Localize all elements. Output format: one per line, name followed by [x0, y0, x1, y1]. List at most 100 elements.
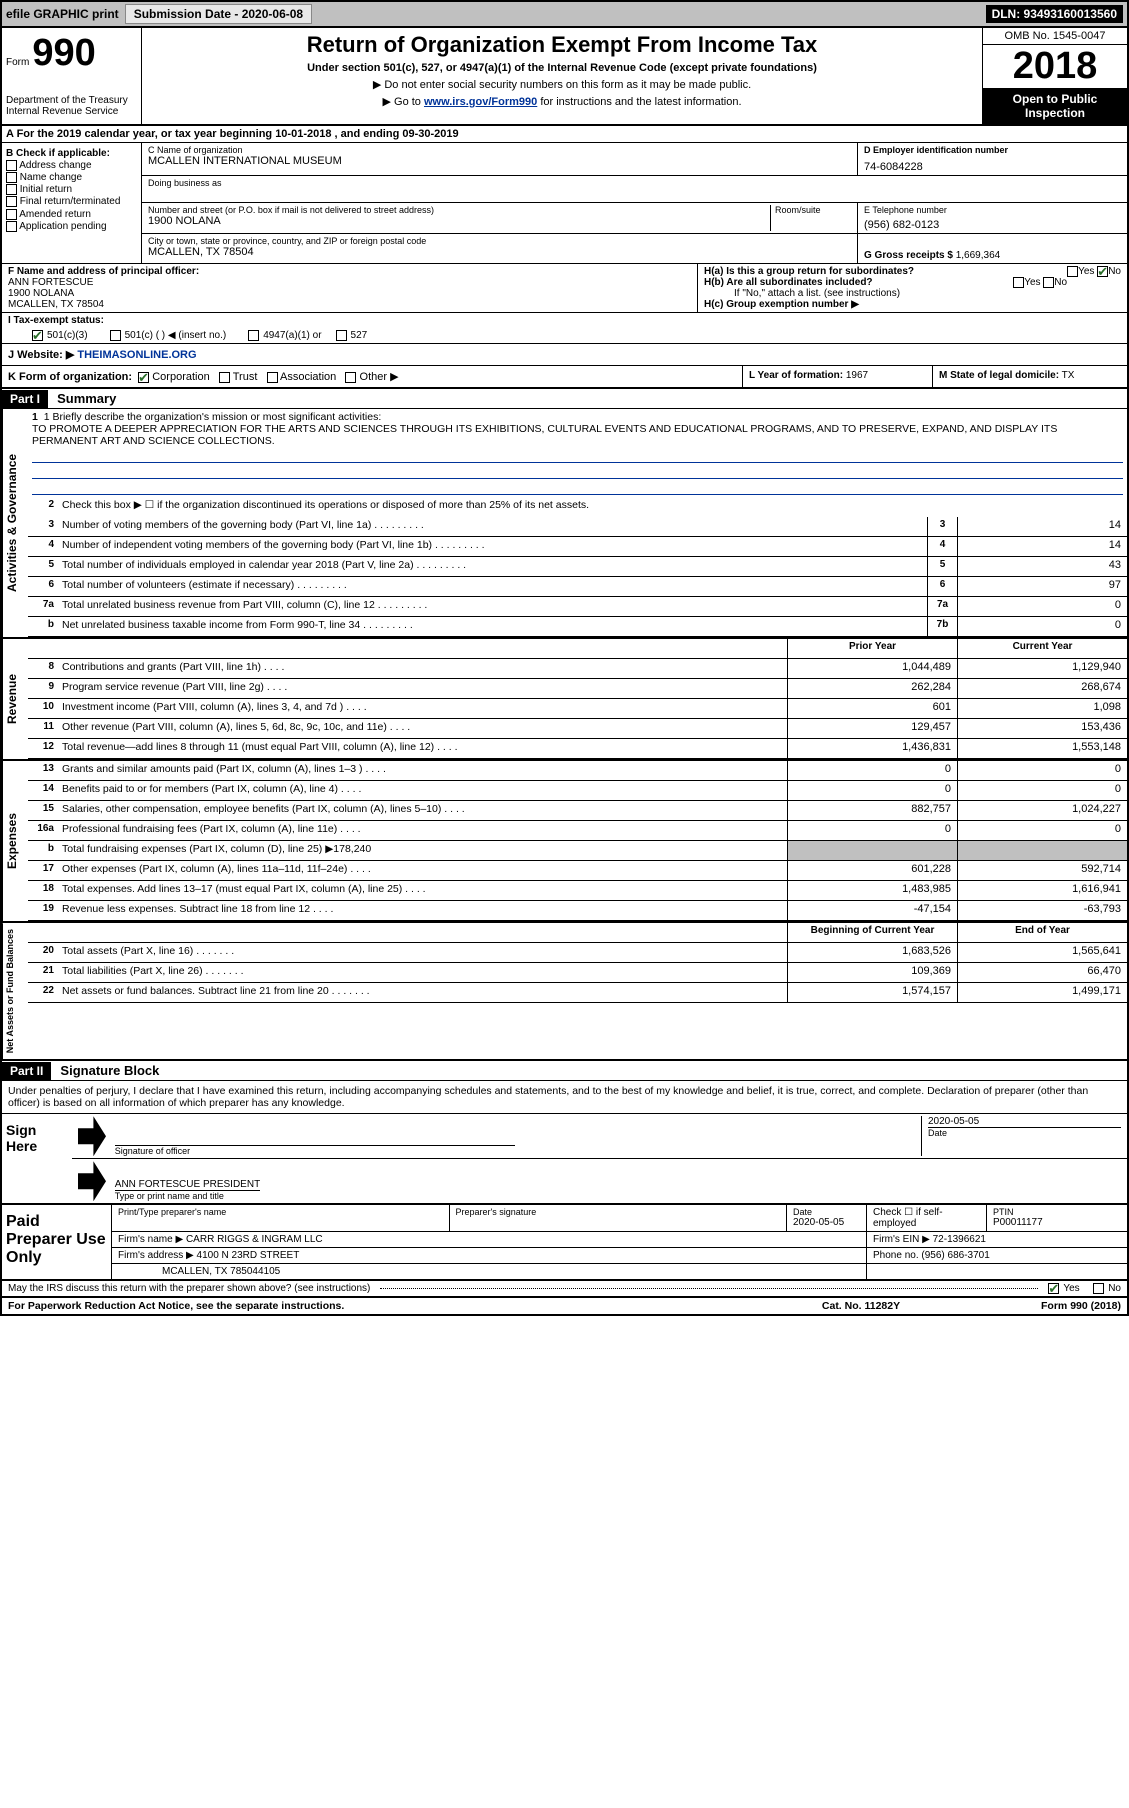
line2-desc: Check this box ▶ ☐ if the organization d… [58, 497, 1127, 517]
officer-addr: 1900 NOLANA [8, 288, 691, 299]
b-opt-3: Final return/terminated [6, 196, 137, 207]
ag-section: Activities & Governance 1 1 Briefly desc… [2, 409, 1127, 639]
exp-line: 19Revenue less expenses. Subtract line 1… [28, 901, 1127, 921]
prep-name-label: Print/Type preparer's name [118, 1207, 443, 1217]
irs-link[interactable]: www.irs.gov/Form990 [424, 96, 537, 108]
section-bcd: B Check if applicable: Address change Na… [2, 143, 1127, 264]
open-to-public: Open to Public Inspection [983, 88, 1127, 124]
row-a-tax-year: A For the 2019 calendar year, or tax yea… [2, 126, 1127, 143]
ag-line: 4Number of independent voting members of… [28, 537, 1127, 557]
ag-line: 6Total number of volunteers (estimate if… [28, 577, 1127, 597]
b-label: B Check if applicable: [6, 148, 137, 159]
hb-note: If "No," attach a list. (see instruction… [704, 288, 1121, 299]
exp-line: bTotal fundraising expenses (Part IX, co… [28, 841, 1127, 861]
note2-pre: ▶ Go to [383, 96, 424, 108]
section-f: F Name and address of principal officer:… [2, 264, 697, 312]
section-i: I Tax-exempt status: [2, 313, 1127, 328]
arrow-icon [78, 1161, 106, 1201]
prep-date: 2020-05-05 [793, 1217, 860, 1228]
mission-block: 1 1 Briefly describe the organization's … [28, 409, 1127, 497]
ptin-value: P00011177 [993, 1217, 1121, 1228]
officer-name-title: ANN FORTESCUE PRESIDENT [115, 1179, 260, 1190]
ein-label: D Employer identification number [864, 145, 1121, 155]
form-title-box: Return of Organization Exempt From Incom… [142, 28, 982, 124]
rev-line: 9Program service revenue (Part VIII, lin… [28, 679, 1127, 699]
expenses-section: Expenses 13Grants and similar amounts pa… [2, 761, 1127, 923]
dba-value [148, 188, 851, 200]
dept-label: Department of the Treasury Internal Reve… [6, 95, 137, 117]
section-k: K Form of organization: Corporation Trus… [2, 366, 742, 387]
ptin-label: PTIN [993, 1207, 1121, 1217]
officer-name: ANN FORTESCUE [8, 277, 691, 288]
exp-line: 16aProfessional fundraising fees (Part I… [28, 821, 1127, 841]
side-net: Net Assets or Fund Balances [2, 923, 28, 1059]
form-number: 990 [32, 32, 95, 74]
note2-post: for instructions and the latest informat… [537, 96, 741, 108]
org-name: MCALLEN INTERNATIONAL MUSEUM [148, 155, 851, 167]
firm-addr2: MCALLEN, TX 785044105 [112, 1264, 867, 1279]
part2-header-row: Part II Signature Block [2, 1061, 1127, 1081]
part2-title: Signature Block [54, 1061, 165, 1080]
firm-name: CARR RIGGS & INGRAM LLC [186, 1234, 323, 1245]
firm-addr1: 4100 N 23RD STREET [197, 1250, 300, 1261]
declaration-text: Under penalties of perjury, I declare th… [2, 1081, 1127, 1114]
page-footer: For Paperwork Reduction Act Notice, see … [2, 1298, 1127, 1314]
hb-line: H(b) Are all subordinates included? Yes … [704, 277, 1121, 288]
part1-header-row: Part I Summary [2, 389, 1127, 409]
form-subtitle: Under section 501(c), 527, or 4947(a)(1)… [150, 62, 974, 74]
pra-notice: For Paperwork Reduction Act Notice, see … [8, 1300, 761, 1312]
link-note: ▶ Go to www.irs.gov/Form990 for instruct… [150, 95, 974, 108]
sig-officer-label: Signature of officer [115, 1146, 515, 1156]
submission-date-btn[interactable]: Submission Date - 2020-06-08 [125, 4, 312, 24]
addr-value: 1900 NOLANA [148, 215, 766, 227]
firm-phone-label: Phone no. [873, 1250, 919, 1261]
net-section: Net Assets or Fund Balances Beginning of… [2, 923, 1127, 1061]
side-rev: Revenue [2, 639, 28, 759]
c-name-label: C Name of organization [148, 145, 851, 155]
firm-phone: (956) 686-3701 [921, 1250, 989, 1261]
paid-preparer-label: Paid Preparer Use Only [2, 1205, 112, 1279]
self-employed-check: Check ☐ if self-employed [867, 1205, 987, 1231]
tax-year: 2018 [983, 45, 1127, 88]
room-label: Room/suite [771, 205, 851, 231]
prep-sig-label: Preparer's signature [456, 1207, 781, 1217]
form-container: Form 990 Department of the Treasury Inte… [0, 28, 1129, 1316]
f-label: F Name and address of principal officer: [8, 266, 691, 277]
firm-addr-label: Firm's address ▶ [118, 1250, 194, 1261]
form-number-box: Form 990 Department of the Treasury Inte… [2, 28, 142, 124]
b-opt-0: Address change [6, 160, 137, 171]
current-year-hdr: Current Year [957, 639, 1127, 658]
sign-here-label: Sign Here [2, 1114, 72, 1203]
klm-row: K Form of organization: Corporation Trus… [2, 366, 1127, 389]
i-label: I Tax-exempt status: [8, 315, 104, 326]
city-value: MCALLEN, TX 78504 [148, 246, 851, 258]
section-b: B Check if applicable: Address change Na… [2, 143, 142, 263]
date-label: Date [928, 1127, 1121, 1138]
dln-label: DLN: 93493160013560 [986, 5, 1123, 23]
exp-line: 18Total expenses. Add lines 13–17 (must … [28, 881, 1127, 901]
ag-line: bNet unrelated business taxable income f… [28, 617, 1127, 637]
part1-title: Summary [51, 389, 122, 408]
officer-city: MCALLEN, TX 78504 [8, 299, 691, 310]
rev-line: 12Total revenue—add lines 8 through 11 (… [28, 739, 1127, 759]
mission-text: TO PROMOTE A DEEPER APPRECIATION FOR THE… [32, 423, 1123, 447]
sign-here-row: Sign Here Signature of officer 2020-05-0… [2, 1114, 1127, 1205]
efile-top-bar: efile GRAPHIC print Submission Date - 20… [0, 0, 1129, 28]
tel-label: E Telephone number [864, 205, 1121, 215]
year-box: OMB No. 1545-0047 2018 Open to Public In… [982, 28, 1127, 124]
dba-label: Doing business as [148, 178, 851, 188]
ag-line: 7aTotal unrelated business revenue from … [28, 597, 1127, 617]
section-m: M State of legal domicile: TX [932, 366, 1127, 387]
b-opt-4: Amended return [6, 209, 137, 220]
begin-year-hdr: Beginning of Current Year [787, 923, 957, 942]
section-i-opts: 501(c)(3) 501(c) ( ) ◀ (insert no.) 4947… [2, 328, 1127, 344]
side-exp: Expenses [2, 761, 28, 921]
officer-name-label: Type or print name and title [115, 1190, 260, 1201]
paid-preparer-row: Paid Preparer Use Only Print/Type prepar… [2, 1205, 1127, 1281]
exp-line: 13Grants and similar amounts paid (Part … [28, 761, 1127, 781]
exp-line: 17Other expenses (Part IX, column (A), l… [28, 861, 1127, 881]
website-link[interactable]: THEIMASONLINE.ORG [77, 349, 196, 361]
rev-line: 8Contributions and grants (Part VIII, li… [28, 659, 1127, 679]
section-h: H(a) Is this a group return for subordin… [697, 264, 1127, 312]
cat-no: Cat. No. 11282Y [761, 1300, 961, 1312]
